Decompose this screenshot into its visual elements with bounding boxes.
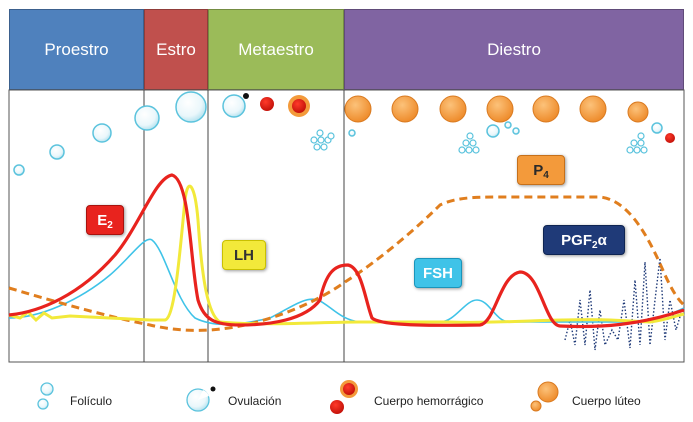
corpus-luteum	[579, 95, 607, 123]
corpus-luteum	[486, 95, 514, 123]
hemorrhagic-body	[260, 97, 274, 111]
follicle	[134, 105, 160, 131]
legend-ovulation-label: Ovulación	[228, 394, 282, 408]
corpus-luteum	[391, 95, 419, 123]
corpus-luteum	[532, 95, 560, 123]
follicle	[222, 94, 246, 118]
follicle	[486, 124, 500, 138]
phase-metaestro-label: Metaestro	[238, 39, 314, 59]
follicle	[175, 91, 207, 123]
corpus-luteum-group	[344, 95, 649, 123]
p4-curve	[8, 195, 686, 332]
regressing-luteum	[665, 133, 675, 143]
pgf2a-curve	[564, 257, 683, 351]
follicle-cluster-diestro-1	[458, 132, 480, 154]
corpus-luteum	[439, 95, 467, 123]
phase-estro: Estro	[144, 9, 208, 90]
follicle	[504, 121, 512, 129]
lh-badge: LH	[222, 240, 266, 270]
phase-proestro: Proestro	[9, 9, 144, 90]
follicle	[49, 144, 65, 160]
phase-diestro-label: Diestro	[487, 39, 541, 59]
pgf2a-badge: PGF 2 α	[543, 225, 625, 255]
follicle	[92, 123, 112, 143]
diagram-frame	[8, 89, 685, 363]
phase-estro-label: Estro	[156, 39, 196, 59]
follicle-group	[13, 91, 663, 176]
legend-luteum-icon	[530, 381, 559, 412]
ovulation-dot	[243, 93, 249, 99]
corpus-luteum	[344, 95, 372, 123]
legend-hemorrhagic-icon	[330, 380, 358, 414]
hemorrhagic-body-core	[292, 99, 306, 113]
legend-follicle-icon	[37, 382, 54, 410]
phase-proestro-label: Proestro	[44, 39, 109, 59]
follicle-cluster-metaestro	[310, 129, 335, 151]
legend-luteum-label: Cuerpo lúteo	[572, 394, 641, 408]
follicle	[512, 127, 520, 135]
legend-follicle-label: Folículo	[70, 394, 113, 408]
follicle	[348, 129, 356, 137]
lh-curve	[8, 184, 685, 326]
follicle-cluster-diestro-2	[626, 132, 648, 154]
follicle	[651, 122, 663, 134]
follicle	[13, 164, 25, 176]
fsh-badge: FSH	[414, 258, 462, 288]
legend-ovulation-icon	[186, 386, 216, 412]
legend-hemorrhagic-label: Cuerpo hemorrágico	[374, 394, 484, 408]
phase-metaestro: Metaestro	[208, 9, 344, 90]
corpus-luteum	[627, 101, 649, 123]
e2-curve	[8, 173, 685, 329]
